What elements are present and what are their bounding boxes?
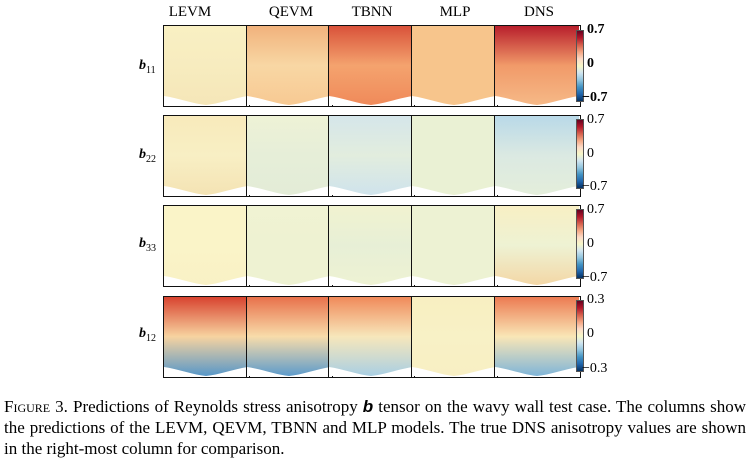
panel-field xyxy=(412,206,496,285)
row-label-b12: b12 xyxy=(139,326,156,344)
wavy-wall xyxy=(164,276,248,285)
wavy-wall xyxy=(329,186,413,195)
panel-field xyxy=(495,116,579,195)
panel-field xyxy=(247,206,331,285)
panel-field xyxy=(329,26,413,105)
colorbar-b11-tick-zero: 0 xyxy=(587,56,594,71)
column-header-mlp: MLP xyxy=(439,4,471,20)
row-label-b22: b22 xyxy=(139,147,156,165)
figure-caption: Figure 3. Predictions of Reynolds stress… xyxy=(4,396,746,459)
panel-b12-levm xyxy=(163,296,250,378)
caption-symbol: b xyxy=(362,397,374,416)
panel-field xyxy=(412,26,496,105)
panel-b33-mlp xyxy=(411,205,498,287)
wavy-wall xyxy=(247,186,331,195)
colorbar-b22-tick-zero: 0 xyxy=(587,146,594,161)
panel-b33-dns xyxy=(494,205,581,287)
colorbar-b33-tick-zero: 0 xyxy=(587,236,594,251)
panel-b12-qevm xyxy=(246,296,333,378)
wavy-wall xyxy=(412,96,496,105)
row-label-b11: b11 xyxy=(139,58,156,76)
panel-field xyxy=(495,206,579,285)
colorbar-b22 xyxy=(576,119,584,189)
panel-field xyxy=(164,297,248,376)
panel-b22-dns xyxy=(494,115,581,197)
colorbar-b11-tick-max: 0.7 xyxy=(587,22,605,37)
colorbar-b11 xyxy=(576,30,584,102)
wavy-wall xyxy=(412,367,496,376)
panel-field xyxy=(495,297,579,376)
wavy-wall xyxy=(329,367,413,376)
wavy-wall xyxy=(495,367,579,376)
wavy-wall xyxy=(495,276,579,285)
colorbar-b12-tick-zero: 0 xyxy=(587,326,594,341)
panel-b22-mlp xyxy=(411,115,498,197)
column-header-qevm: QEVM xyxy=(268,4,314,20)
panel-field xyxy=(164,206,248,285)
panel-field xyxy=(495,26,579,105)
caption-label: Figure 3. xyxy=(4,397,68,416)
panel-field xyxy=(247,26,331,105)
panel-field xyxy=(329,206,413,285)
caption-text-after: tensor on the wavy wall test case. The c… xyxy=(4,397,747,458)
panel-b22-tbnn xyxy=(328,115,415,197)
colorbar-b22-tick-max: 0.7 xyxy=(587,112,605,127)
caption-text-before: Predictions of Reynolds stress anisotrop… xyxy=(73,397,358,416)
panel-b33-levm xyxy=(163,205,250,287)
panel-b11-qevm xyxy=(246,25,333,107)
panel-b11-tbnn xyxy=(328,25,415,107)
wavy-wall xyxy=(329,276,413,285)
wavy-wall xyxy=(495,186,579,195)
panel-field xyxy=(329,297,413,376)
colorbar-b33 xyxy=(576,209,584,279)
panel-field xyxy=(247,297,331,376)
colorbar-b12 xyxy=(576,300,584,372)
panel-field xyxy=(412,116,496,195)
panel-field xyxy=(247,116,331,195)
panel-b11-dns xyxy=(494,25,581,107)
panel-field xyxy=(329,116,413,195)
panel-field xyxy=(412,297,496,376)
wavy-wall xyxy=(329,96,413,105)
panel-b22-qevm xyxy=(246,115,333,197)
panel-b11-levm xyxy=(163,25,250,107)
wavy-wall xyxy=(495,96,579,105)
wavy-wall xyxy=(164,186,248,195)
panel-b12-tbnn xyxy=(328,296,415,378)
column-header-tbnn: TBNN xyxy=(351,4,393,20)
colorbar-b22-tick-min: −0.7 xyxy=(582,179,608,194)
wavy-wall xyxy=(247,367,331,376)
wavy-wall xyxy=(164,96,248,105)
panel-b11-mlp xyxy=(411,25,498,107)
panel-field xyxy=(164,116,248,195)
colorbar-b33-tick-min: −0.7 xyxy=(582,270,608,285)
wavy-wall xyxy=(164,367,248,376)
panel-b33-qevm xyxy=(246,205,333,287)
panel-b22-levm xyxy=(163,115,250,197)
column-header-levm: LEVM xyxy=(168,4,212,20)
colorbar-b11-tick-min: −0.7 xyxy=(582,90,608,105)
colorbar-b12-tick-min: −0.3 xyxy=(582,361,608,376)
column-header-dns: DNS xyxy=(523,4,554,20)
panel-field xyxy=(164,26,248,105)
panel-b12-mlp xyxy=(411,296,498,378)
wavy-wall xyxy=(412,186,496,195)
wavy-wall xyxy=(412,276,496,285)
figure: LEVM QEVM TBNN MLP DNS b11 b22 b33 b12 0… xyxy=(139,4,608,378)
wavy-wall xyxy=(247,276,331,285)
panel-b12-dns xyxy=(494,296,581,378)
colorbar-b33-tick-max: 0.7 xyxy=(587,202,605,217)
colorbar-b12-tick-max: 0.3 xyxy=(587,292,605,307)
wavy-wall xyxy=(247,96,331,105)
panel-b33-tbnn xyxy=(328,205,415,287)
row-label-b33: b33 xyxy=(139,236,156,254)
